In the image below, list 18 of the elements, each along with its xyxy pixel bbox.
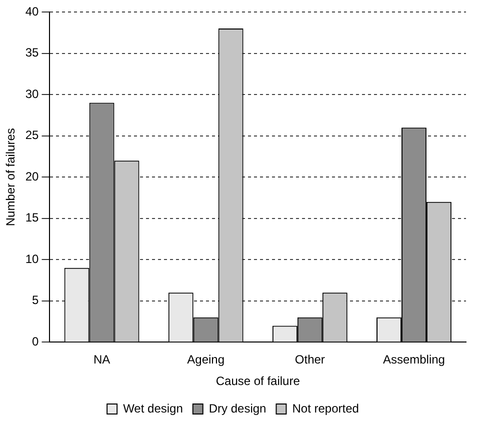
x-axis-title: Cause of failure [216, 374, 300, 388]
legend-label: Dry design [208, 401, 266, 416]
y-tick-label: 30 [25, 86, 40, 101]
x-tick-label: Assembling [382, 352, 445, 367]
x-tick-label: NA [93, 352, 110, 367]
y-tick-label: 25 [25, 128, 40, 142]
legend-label: Not reported [292, 401, 359, 416]
y-axis-title: Number of failures [4, 128, 18, 226]
y-tick-label: 40 [25, 4, 40, 18]
y-tick-label: 35 [25, 46, 40, 60]
x-tick-label: Ageing [187, 352, 225, 367]
legend-label: Wet design [123, 401, 183, 416]
y-tick-label: 20 [25, 169, 40, 184]
y-tick-label: 5 [32, 293, 40, 308]
y-tick-label: 10 [25, 252, 40, 266]
x-tick-label: Other [294, 352, 325, 367]
y-tick-label: 0 [32, 334, 40, 349]
y-tick-label: 15 [25, 210, 40, 225]
